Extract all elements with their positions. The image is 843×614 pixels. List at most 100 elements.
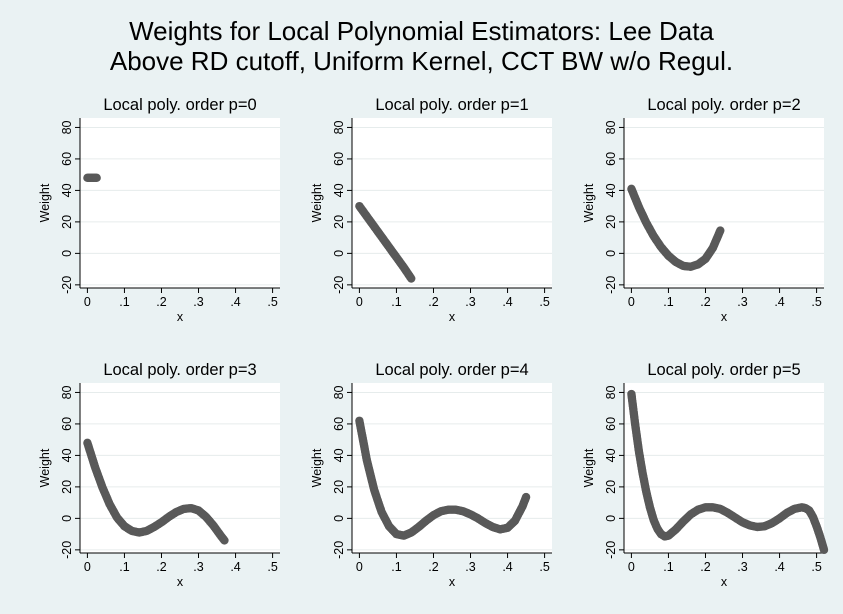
- figure-title-line-2: Above RD cutoff, Uniform Kernel, CCT BW …: [110, 46, 733, 76]
- y-tick-label: 60: [60, 417, 74, 431]
- y-tick-label: 20: [604, 480, 618, 494]
- y-tick-label: -20: [332, 276, 346, 294]
- chart-panel-2: Local poly. order p=2 -20 0 20 40 60 80 0 .1 .2 .3…: [582, 96, 824, 324]
- y-axis-label: Weight: [310, 448, 324, 487]
- panel-title: Local poly. order p=0: [103, 96, 256, 114]
- y-tick-label: 0: [332, 250, 346, 257]
- y-tick-label: -20: [60, 541, 74, 559]
- y-tick-label: 20: [60, 480, 74, 494]
- x-tick-label: .2: [428, 295, 438, 309]
- y-tick-label: 80: [332, 385, 346, 399]
- y-tick-label: 40: [604, 448, 618, 462]
- x-tick-label: .2: [700, 560, 710, 574]
- x-tick-label: .4: [774, 295, 784, 309]
- x-tick-label: 0: [356, 295, 363, 309]
- y-tick-label: 0: [604, 250, 618, 257]
- x-tick-label: 0: [628, 560, 635, 574]
- y-axis-label: Weight: [310, 183, 324, 222]
- y-tick-label: 0: [60, 250, 74, 257]
- x-tick-label: .1: [391, 560, 401, 574]
- panel-title: Local poly. order p=5: [647, 361, 800, 379]
- y-tick-label: 80: [604, 385, 618, 399]
- x-tick-label: .4: [230, 295, 240, 309]
- x-tick-label: .4: [774, 560, 784, 574]
- y-tick-label: 80: [60, 385, 74, 399]
- panel-title: Local poly. order p=3: [103, 361, 256, 379]
- y-tick-label: 0: [332, 515, 346, 522]
- x-tick-label: 0: [356, 560, 363, 574]
- chart-panels: Local poly. order p=0 -20 0 20 40 60 80 0 .1 .2 .3…: [38, 96, 829, 589]
- x-axis-label: x: [449, 575, 456, 589]
- data-point: [716, 226, 725, 235]
- x-tick-label: .5: [811, 560, 821, 574]
- y-tick-label: 60: [60, 152, 74, 166]
- y-axis-label: Weight: [38, 448, 52, 487]
- y-tick-label: 40: [332, 448, 346, 462]
- y-tick-label: -20: [332, 541, 346, 559]
- y-axis-label: Weight: [582, 448, 596, 487]
- y-tick-label: 80: [60, 120, 74, 134]
- plot-area: [80, 383, 280, 553]
- x-tick-label: .3: [737, 295, 747, 309]
- x-axis-label: x: [721, 310, 728, 324]
- x-tick-label: .1: [391, 295, 401, 309]
- x-tick-label: .5: [811, 295, 821, 309]
- plot-area: [352, 383, 552, 553]
- data-point: [92, 173, 101, 183]
- x-tick-label: .4: [230, 560, 240, 574]
- x-tick-label: .2: [156, 295, 166, 309]
- data-point: [521, 492, 531, 502]
- x-tick-label: .2: [156, 560, 166, 574]
- x-tick-label: 0: [84, 295, 91, 309]
- x-tick-label: .5: [539, 560, 549, 574]
- x-tick-label: .3: [465, 560, 475, 574]
- y-tick-label: 0: [60, 515, 74, 522]
- panel-title: Local poly. order p=2: [647, 96, 800, 114]
- x-tick-label: 0: [628, 295, 635, 309]
- y-tick-label: 60: [604, 417, 618, 431]
- x-tick-label: .1: [663, 295, 673, 309]
- x-tick-label: .1: [119, 560, 129, 574]
- x-tick-label: .2: [428, 560, 438, 574]
- plot-area: [352, 118, 552, 288]
- chart-panel-0: Local poly. order p=0 -20 0 20 40 60 80 0 .1 .2 .3…: [38, 96, 280, 324]
- x-tick-label: 0: [84, 560, 91, 574]
- x-axis-label: x: [721, 575, 728, 589]
- panel-title: Local poly. order p=1: [375, 96, 528, 114]
- x-tick-label: .4: [502, 295, 512, 309]
- x-tick-label: .5: [539, 295, 549, 309]
- y-tick-label: 60: [604, 152, 618, 166]
- x-tick-label: .1: [663, 560, 673, 574]
- x-tick-label: .1: [119, 295, 129, 309]
- y-tick-label: 40: [60, 448, 74, 462]
- x-tick-label: .3: [193, 295, 203, 309]
- y-axis-label: Weight: [38, 183, 52, 222]
- y-tick-label: -20: [604, 276, 618, 294]
- y-tick-label: 40: [60, 183, 74, 197]
- chart-panel-3: Local poly. order p=3 -20 0 20 40 60 80 0 .1 .2 .3…: [38, 361, 280, 589]
- x-tick-label: .2: [700, 295, 710, 309]
- y-tick-label: 80: [604, 120, 618, 134]
- y-tick-label: 40: [332, 183, 346, 197]
- plot-area: [624, 118, 824, 288]
- x-axis-label: x: [449, 310, 456, 324]
- x-axis-label: x: [177, 310, 184, 324]
- x-tick-label: .5: [267, 295, 277, 309]
- x-tick-label: .3: [465, 295, 475, 309]
- chart-panel-4: Local poly. order p=4 -20 0 20 40 60 80 0 .1 .2 .3…: [310, 361, 552, 589]
- y-tick-label: 20: [332, 215, 346, 229]
- data-point: [220, 536, 229, 545]
- y-tick-label: 60: [332, 417, 346, 431]
- x-tick-label: .5: [267, 560, 277, 574]
- data-point: [407, 274, 416, 283]
- x-tick-label: .3: [737, 560, 747, 574]
- y-tick-label: 80: [332, 120, 346, 134]
- panel-title: Local poly. order p=4: [375, 361, 528, 379]
- x-tick-label: .3: [193, 560, 203, 574]
- plot-area: [80, 118, 280, 288]
- chart-panel-1: Local poly. order p=1 -20 0 20 40 60 80 0 .1 .2 .3…: [310, 96, 552, 324]
- chart-panel-5: Local poly. order p=5 -20 0 20 40 60 80 0 .1 .2 .3…: [582, 361, 829, 589]
- y-tick-label: 20: [60, 215, 74, 229]
- y-tick-label: 20: [332, 480, 346, 494]
